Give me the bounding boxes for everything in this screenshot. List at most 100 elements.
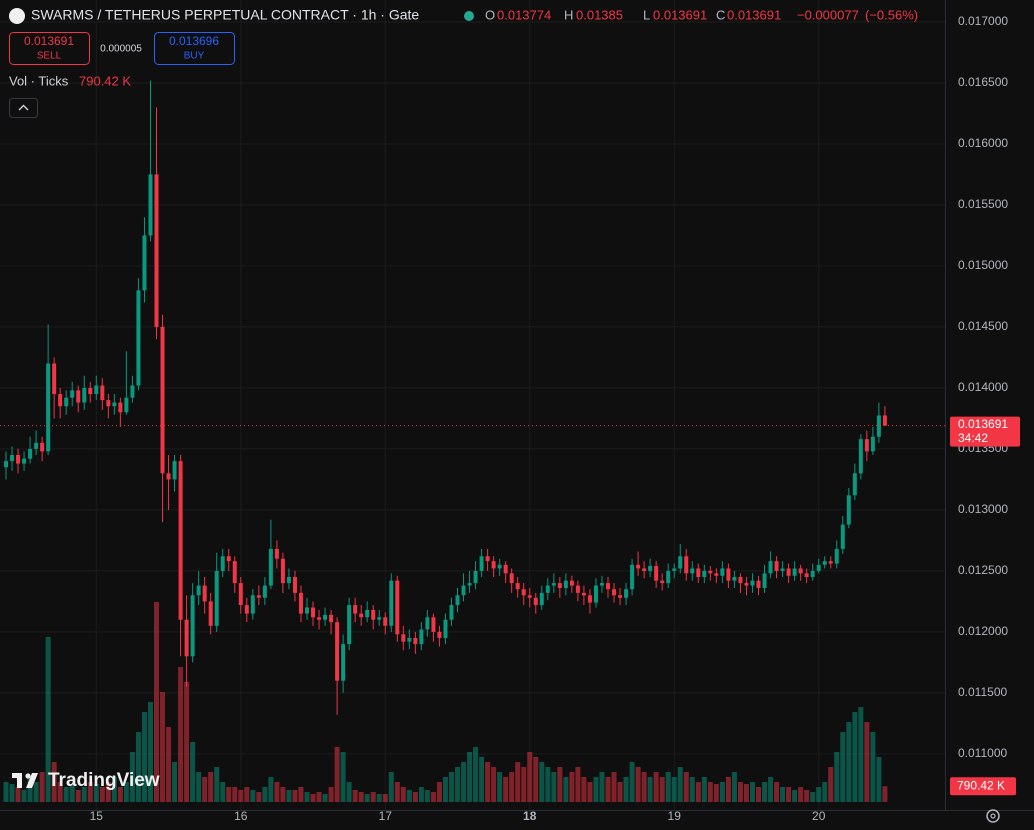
candle-body [383,617,388,626]
volume-bar [605,777,611,802]
candle-body [226,556,231,562]
sell-button[interactable] [9,32,90,65]
candle-body [690,568,695,574]
volume-bar [557,767,563,802]
candle-body [527,595,532,598]
symbol-title[interactable]: SWARMS / TETHERUS PERPETUAL CONTRACT · 1… [31,7,419,23]
candle-body [52,363,57,395]
logo-dot [25,773,31,779]
candle-body [419,629,424,645]
volume-bar [87,782,93,802]
volume-bar [569,772,575,802]
candle-body [443,619,448,638]
volume-bar [364,794,370,802]
volume-bar [491,767,497,802]
candle-body [696,568,701,578]
candle-body [70,390,75,398]
y-tick-label: 0.011500 [958,685,1007,699]
volume-bar [135,732,141,802]
candle-body [274,548,279,559]
candle-body [4,461,8,468]
volume-bar [858,707,864,802]
candle-body [136,290,141,386]
candle-body [10,455,15,462]
volume-bar [593,777,599,802]
candle-body [341,644,346,681]
volume-title: Vol · Ticks [9,73,69,88]
volume-bar [172,762,178,802]
volume-bar [69,784,75,802]
candle-body [196,585,201,596]
candle-body [106,400,111,407]
candle-body [166,473,171,480]
volume-bar [9,784,15,802]
candle-body [624,589,629,598]
volume-bar [623,777,629,802]
collapse-icon [18,104,29,111]
y-tick-label: 0.011000 [958,746,1007,760]
volume-bar [99,787,105,802]
candle-body [557,583,562,588]
buy-label: BUY [184,51,205,62]
volume-bar [298,787,304,802]
candle-body [124,397,129,413]
volume-bar [141,712,147,802]
candle-body [28,448,33,459]
logo[interactable]: TradingView [12,770,160,791]
candle-body [172,461,177,480]
volume-bar [671,777,677,802]
candle-body [437,631,442,638]
logo-text: TradingView [48,770,160,791]
candle-body [551,583,556,586]
candle-body [744,583,749,586]
last-price-label: 0.013691 [958,417,1008,431]
y-tick-label: 0.016000 [958,136,1008,150]
volume-bar [448,772,454,802]
candle-body [347,605,352,645]
y-tick-label: 0.014500 [958,319,1008,333]
volume-bar [196,772,202,802]
candle-body [262,585,267,598]
candle-body [497,564,502,569]
candle-body [473,570,478,584]
buy-button[interactable] [154,32,235,65]
candle-body [732,577,737,581]
candle-body [876,415,881,437]
candle-body [678,556,683,569]
candle-body [317,617,322,620]
candle-body [840,524,845,549]
candle-body [545,585,550,593]
volume-bar [822,782,828,802]
candle-body [244,605,249,614]
y-tick-label: 0.012000 [958,624,1008,638]
volume-bar [286,790,292,802]
volume-bar [509,772,515,802]
volume-bar [382,794,388,802]
candle-body [22,458,27,464]
volume-bar [798,787,804,802]
candle-body [467,583,472,586]
candle-body [581,592,586,596]
candle-body [648,566,653,571]
volume-bar [635,767,641,802]
volume-bar [129,752,135,802]
volume-bar [647,777,653,802]
volume-bar [653,772,659,802]
volume-bar [75,790,81,802]
candle-body [58,394,63,407]
candle-body [792,568,797,576]
volume-bar [689,777,695,802]
collapse-button[interactable] [9,98,38,118]
volume-bar [497,772,503,802]
settings-icon[interactable] [986,809,1000,823]
x-tick-label: 15 [90,809,104,823]
candle-body [238,583,243,606]
volume-bar [882,786,888,802]
symbol-icon[interactable] [9,8,25,24]
volume-bar [617,782,623,802]
volume-bar [244,787,250,802]
candle-body [599,583,604,586]
volume-bar [575,767,581,802]
volume-tag [950,777,1016,796]
